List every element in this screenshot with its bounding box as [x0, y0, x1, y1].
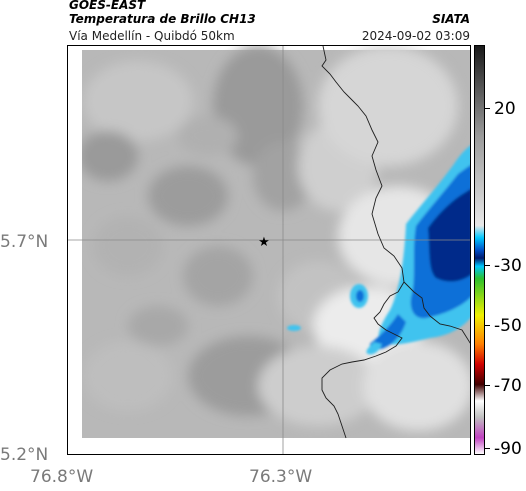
- colorbar-tick: [485, 265, 490, 266]
- colorbar-label: -70: [494, 376, 522, 396]
- colorbar-label: -50: [494, 316, 522, 336]
- colorbar-tick: [485, 385, 490, 386]
- colorbar-label: -90: [494, 439, 522, 459]
- colorbar-label: -30: [494, 256, 522, 276]
- product-title: Temperatura de Brillo CH13: [69, 12, 256, 26]
- organization-label: SIATA: [432, 12, 470, 26]
- latitude-label: 5.2°N: [0, 445, 49, 465]
- colorbar: [474, 45, 485, 455]
- brightness-temperature-image: ★: [68, 46, 470, 454]
- colorbar-tick: [485, 325, 490, 326]
- satellite-title: GOES-EAST: [69, 0, 146, 12]
- latitude-label: 5.7°N: [0, 232, 49, 252]
- timestamp-label: 2024-09-02 03:09: [361, 29, 470, 43]
- cloud-field: [68, 46, 470, 454]
- region-subtitle: Vía Medellín - Quibdó 50km: [69, 29, 235, 43]
- administrative-boundaries: [321, 46, 470, 439]
- satellite-map[interactable]: ★: [67, 45, 471, 455]
- colorbar-tick: [485, 108, 490, 109]
- colorbar-label: 20: [494, 99, 516, 119]
- star-icon: ★: [258, 235, 270, 250]
- colorbar-tick: [485, 448, 490, 449]
- longitude-label: 76.8°W: [30, 467, 94, 487]
- longitude-label: 76.3°W: [249, 467, 313, 487]
